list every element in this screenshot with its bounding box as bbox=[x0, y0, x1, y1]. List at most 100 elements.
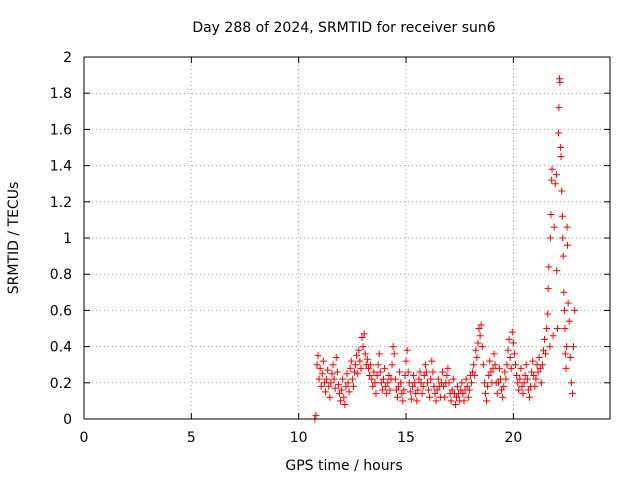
data-point bbox=[325, 382, 333, 390]
data-point bbox=[316, 364, 324, 372]
data-point bbox=[356, 357, 364, 365]
data-point bbox=[385, 372, 393, 380]
data-point bbox=[328, 370, 336, 378]
data-point bbox=[440, 382, 448, 390]
data-point bbox=[571, 306, 579, 314]
data-point bbox=[537, 379, 545, 387]
data-point bbox=[539, 346, 547, 354]
data-point bbox=[491, 361, 499, 369]
data-point bbox=[415, 375, 423, 383]
data-point bbox=[360, 330, 368, 338]
data-point bbox=[314, 352, 322, 360]
data-point bbox=[534, 368, 542, 376]
y-tick-label: 1.8 bbox=[50, 86, 72, 102]
data-point bbox=[359, 343, 367, 351]
data-point bbox=[557, 144, 565, 151]
data-point bbox=[407, 395, 415, 403]
data-point bbox=[353, 352, 361, 360]
data-point bbox=[551, 180, 559, 188]
data-point bbox=[357, 364, 365, 372]
data-point bbox=[523, 375, 531, 383]
chart-title: Day 288 of 2024, SRMTID for receiver sun… bbox=[192, 20, 495, 36]
data-point bbox=[397, 379, 405, 387]
data-point bbox=[322, 388, 330, 396]
data-point bbox=[434, 375, 442, 383]
data-point bbox=[327, 379, 335, 387]
data-point bbox=[474, 339, 482, 347]
data-point bbox=[372, 390, 380, 398]
data-point bbox=[330, 375, 338, 383]
data-point bbox=[396, 368, 404, 376]
data-point bbox=[478, 343, 486, 351]
data-point bbox=[331, 384, 339, 392]
data-point bbox=[546, 343, 554, 351]
data-point bbox=[335, 390, 343, 398]
data-point bbox=[529, 357, 537, 365]
data-point bbox=[458, 379, 466, 387]
data-point bbox=[508, 328, 516, 336]
data-point bbox=[375, 350, 383, 358]
y-axis-label: SRMTID / TECUs bbox=[6, 182, 22, 295]
data-point bbox=[315, 375, 323, 383]
x-axis-label: GPS time / hours bbox=[285, 458, 402, 474]
data-point bbox=[352, 361, 360, 369]
data-point bbox=[313, 361, 321, 369]
data-point bbox=[548, 165, 556, 173]
data-point bbox=[425, 386, 433, 394]
data-point bbox=[363, 355, 371, 363]
data-point bbox=[566, 353, 574, 361]
data-point bbox=[524, 386, 532, 394]
data-point bbox=[515, 386, 523, 394]
data-point bbox=[530, 372, 538, 380]
data-point bbox=[528, 368, 536, 376]
data-point bbox=[565, 317, 573, 325]
grid-lines bbox=[84, 57, 610, 419]
data-point bbox=[333, 368, 341, 376]
data-points bbox=[311, 75, 579, 423]
data-point bbox=[544, 310, 552, 318]
data-point bbox=[459, 390, 467, 398]
data-point bbox=[368, 375, 376, 383]
data-point bbox=[538, 361, 546, 369]
data-point bbox=[344, 379, 352, 387]
y-tick-label: 0.2 bbox=[50, 376, 72, 392]
data-point bbox=[312, 411, 320, 419]
data-point bbox=[452, 393, 460, 401]
data-point bbox=[441, 393, 449, 401]
data-point bbox=[390, 350, 398, 358]
axis-ticks: 0 5 10 15 20 0 0.2 0.4 0.6 0.8 1 1.2 1.4 1.6 1.8 2 bbox=[50, 50, 610, 446]
data-point bbox=[485, 372, 493, 380]
data-point bbox=[473, 353, 481, 361]
data-point bbox=[494, 379, 502, 387]
data-point bbox=[480, 379, 488, 387]
data-point bbox=[433, 386, 441, 394]
x-tick-label: 10 bbox=[290, 430, 308, 446]
data-point bbox=[568, 390, 576, 398]
data-point bbox=[443, 372, 451, 380]
data-point bbox=[547, 210, 555, 218]
data-point bbox=[326, 393, 334, 401]
data-point bbox=[519, 390, 527, 398]
data-point bbox=[392, 386, 400, 394]
data-point bbox=[462, 375, 470, 383]
data-point bbox=[410, 372, 418, 380]
data-point bbox=[404, 368, 412, 376]
data-point bbox=[406, 388, 414, 396]
data-point bbox=[490, 350, 498, 358]
data-point bbox=[449, 375, 457, 383]
data-point bbox=[507, 364, 515, 372]
plot-frame bbox=[83, 56, 611, 420]
data-point bbox=[481, 390, 489, 398]
data-point bbox=[342, 382, 350, 390]
data-point bbox=[318, 370, 326, 378]
data-point bbox=[379, 375, 387, 383]
data-point bbox=[559, 252, 567, 260]
data-point bbox=[560, 306, 568, 314]
data-point bbox=[545, 263, 553, 271]
data-point bbox=[414, 386, 422, 394]
data-point bbox=[567, 379, 575, 387]
data-point bbox=[320, 379, 328, 387]
data-point bbox=[514, 379, 522, 387]
data-point bbox=[516, 375, 524, 383]
data-point bbox=[470, 361, 478, 369]
